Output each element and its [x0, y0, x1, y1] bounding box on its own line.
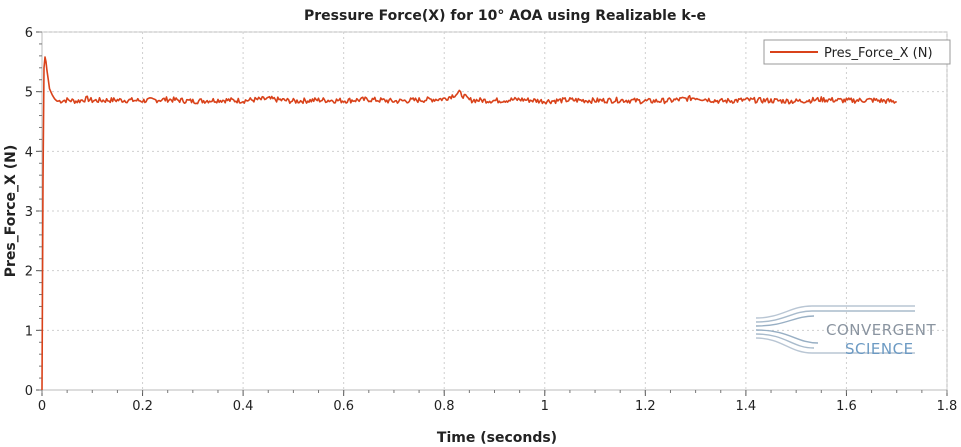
x-tick-label: 0.6	[333, 399, 354, 414]
x-tick-label: 0.2	[132, 399, 153, 414]
y-tick-label: 4	[25, 145, 33, 160]
chart-title: Pressure Force(X) for 10° AOA using Real…	[304, 8, 706, 24]
y-axis: 0 1 2 3 4 5 6	[25, 26, 42, 399]
convergent-science-logo: CONVERGENT SCIENCE	[755, 305, 936, 358]
logo-text-line1: CONVERGENT	[826, 321, 936, 339]
x-tick-label: 1.2	[635, 399, 656, 414]
series-line	[41, 56, 897, 391]
x-tick-label: 0	[38, 399, 46, 414]
x-tick-label: 1.6	[836, 399, 857, 414]
grid-lines	[42, 31, 948, 390]
logo-text-line2: SCIENCE	[845, 340, 914, 358]
legend: Pres_Force_X (N)	[763, 39, 951, 65]
logo-swoosh-icon	[755, 305, 915, 354]
y-tick-label: 0	[25, 384, 33, 399]
legend-entry: Pres_Force_X (N)	[824, 46, 933, 61]
y-tick-label: 2	[25, 265, 33, 280]
x-axis: 0 0.2 0.4 0.6 0.8 1 1.2 1.4 1.6 1.8	[38, 390, 957, 414]
x-tick-label: 0.4	[233, 399, 254, 414]
x-axis-label: Time (seconds)	[437, 430, 557, 446]
x-tick-label: 1.4	[736, 399, 757, 414]
x-tick-label: 1.8	[937, 399, 958, 414]
y-axis-label: Pres_Force_X (N)	[3, 145, 19, 278]
x-tick-label: 1	[541, 399, 549, 414]
y-tick-label: 3	[25, 205, 33, 220]
y-tick-label: 6	[25, 26, 33, 41]
series-layer	[41, 56, 897, 391]
y-tick-label: 1	[25, 324, 33, 339]
y-tick-label: 5	[25, 86, 33, 101]
x-tick-label: 0.8	[434, 399, 455, 414]
